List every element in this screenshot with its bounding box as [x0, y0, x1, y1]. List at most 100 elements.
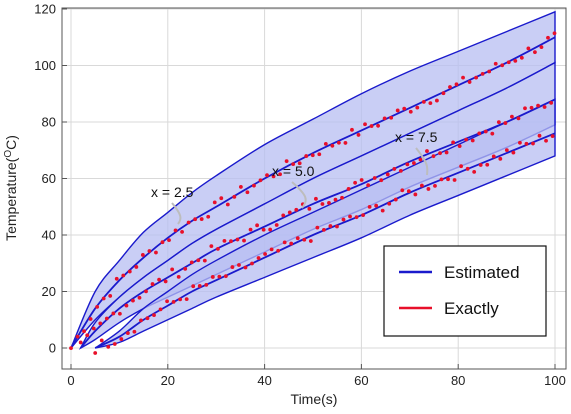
y-tick-label-0: 0 [49, 341, 56, 356]
exact-point-series-2 [472, 169, 477, 174]
exact-point-series-1 [346, 187, 351, 191]
x-tick-label-60: 60 [354, 373, 368, 388]
exact-point-series-0 [474, 75, 479, 80]
exact-point-series-1 [229, 239, 233, 244]
exact-point-series-2 [184, 297, 189, 302]
exact-point-series-0 [121, 273, 126, 278]
exact-point-series-1 [215, 246, 220, 251]
exact-point-series-1 [202, 258, 207, 263]
exact-point-series-0 [193, 217, 198, 222]
exact-point-series-1 [503, 121, 508, 125]
exact-point-series-2 [256, 256, 261, 260]
exact-point-series-1 [333, 197, 338, 202]
exact-point-series-2 [478, 163, 483, 167]
exact-point-series-1 [255, 223, 259, 228]
exact-point-series-0 [487, 69, 492, 74]
exact-point-series-1 [451, 140, 456, 145]
y-axis-title-main: Temperature( [3, 157, 19, 241]
exact-point-series-1 [209, 244, 214, 249]
exact-point-series-2 [315, 225, 320, 230]
exact-point-series-1 [274, 223, 279, 227]
exact-point-series-2 [420, 183, 424, 188]
exact-point-series-1 [392, 167, 397, 171]
exact-point-series-2 [308, 239, 313, 243]
exact-point-series-2 [197, 284, 202, 288]
exact-point-series-1 [196, 258, 201, 263]
exact-point-series-0 [369, 124, 374, 128]
exact-point-series-1 [104, 316, 109, 321]
exact-point-series-2 [459, 164, 464, 169]
exact-point-series-0 [493, 61, 498, 66]
legend-exactly-label: Exactly [444, 299, 499, 318]
exact-point-series-1 [444, 150, 449, 155]
exact-point-series-0 [238, 185, 243, 189]
exact-point-series-2 [531, 141, 535, 146]
exact-point-series-2 [158, 307, 163, 312]
exact-point-series-2 [354, 215, 359, 220]
y-tick-label-20: 20 [42, 284, 56, 299]
exact-point-series-0 [278, 172, 282, 177]
exact-point-series-1 [398, 169, 403, 173]
exact-point-series-1 [85, 333, 90, 338]
exact-point-series-0 [180, 229, 184, 234]
exact-point-series-1 [91, 326, 96, 331]
exact-point-series-2 [250, 261, 254, 266]
exact-point-series-0 [428, 101, 433, 106]
exact-point-series-1 [222, 238, 227, 243]
y-axis-title-sup: O [3, 150, 14, 158]
exact-point-series-1 [189, 260, 194, 265]
exact-point-series-0 [356, 133, 361, 137]
exact-point-series-2 [452, 178, 457, 182]
exact-point-series-1 [117, 311, 122, 316]
exact-point-series-2 [433, 184, 437, 188]
exact-point-series-1 [287, 210, 292, 215]
annotation-callout-series-2 [415, 147, 429, 176]
x-axis-title: Time(s) [291, 391, 338, 407]
exact-points [69, 31, 557, 355]
exact-point-series-0 [402, 106, 407, 111]
exact-point-series-1 [549, 100, 554, 105]
exact-point-series-0 [108, 294, 113, 298]
exact-point-series-0 [154, 250, 158, 255]
exact-point-series-2 [243, 265, 248, 270]
exact-point-series-2 [106, 344, 111, 349]
exact-point-series-2 [178, 297, 183, 302]
exact-point-series-2 [446, 177, 450, 182]
exact-point-series-0 [382, 116, 387, 121]
exact-point-series-0 [258, 178, 263, 183]
exact-point-series-2 [230, 265, 235, 269]
y-axis-ticks: 0 20 40 60 80 100 120 [34, 2, 67, 356]
exact-point-series-1 [248, 227, 253, 232]
exact-point-series-0 [271, 174, 276, 179]
exact-point-series-1 [359, 178, 364, 182]
exact-point-series-0 [343, 141, 348, 145]
x-tick-label-40: 40 [257, 373, 271, 388]
exact-point-series-1 [242, 238, 246, 243]
exact-point-series-1 [111, 311, 116, 316]
annotation-label-series-0: x = 2.5 [151, 184, 194, 200]
exact-point-series-2 [498, 156, 503, 161]
exact-point-series-2 [374, 203, 379, 208]
exact-point-series-1 [366, 183, 371, 188]
exact-point-series-0 [186, 220, 191, 225]
exact-point-series-2 [99, 338, 104, 343]
exact-point-series-0 [206, 214, 211, 219]
exact-point-series-0 [232, 194, 237, 199]
exact-point-series-1 [412, 161, 416, 165]
exact-point-series-0 [350, 127, 354, 132]
exact-point-series-2 [380, 208, 385, 213]
exact-point-series-1 [327, 200, 331, 205]
exact-point-series-2 [518, 140, 522, 145]
exact-point-series-2 [152, 313, 156, 318]
exact-point-series-2 [491, 154, 496, 159]
exact-point-series-0 [69, 346, 73, 351]
estimated-line-series-0 [70, 36, 556, 349]
exact-point-series-2 [465, 166, 470, 171]
annotation-callout-series-1 [291, 181, 307, 209]
x-tick-label-100: 100 [544, 373, 566, 388]
exact-point-series-0 [310, 153, 315, 158]
exact-point-series-2 [335, 224, 339, 229]
exact-point-series-0 [252, 183, 256, 188]
exact-point-series-0 [533, 50, 537, 55]
